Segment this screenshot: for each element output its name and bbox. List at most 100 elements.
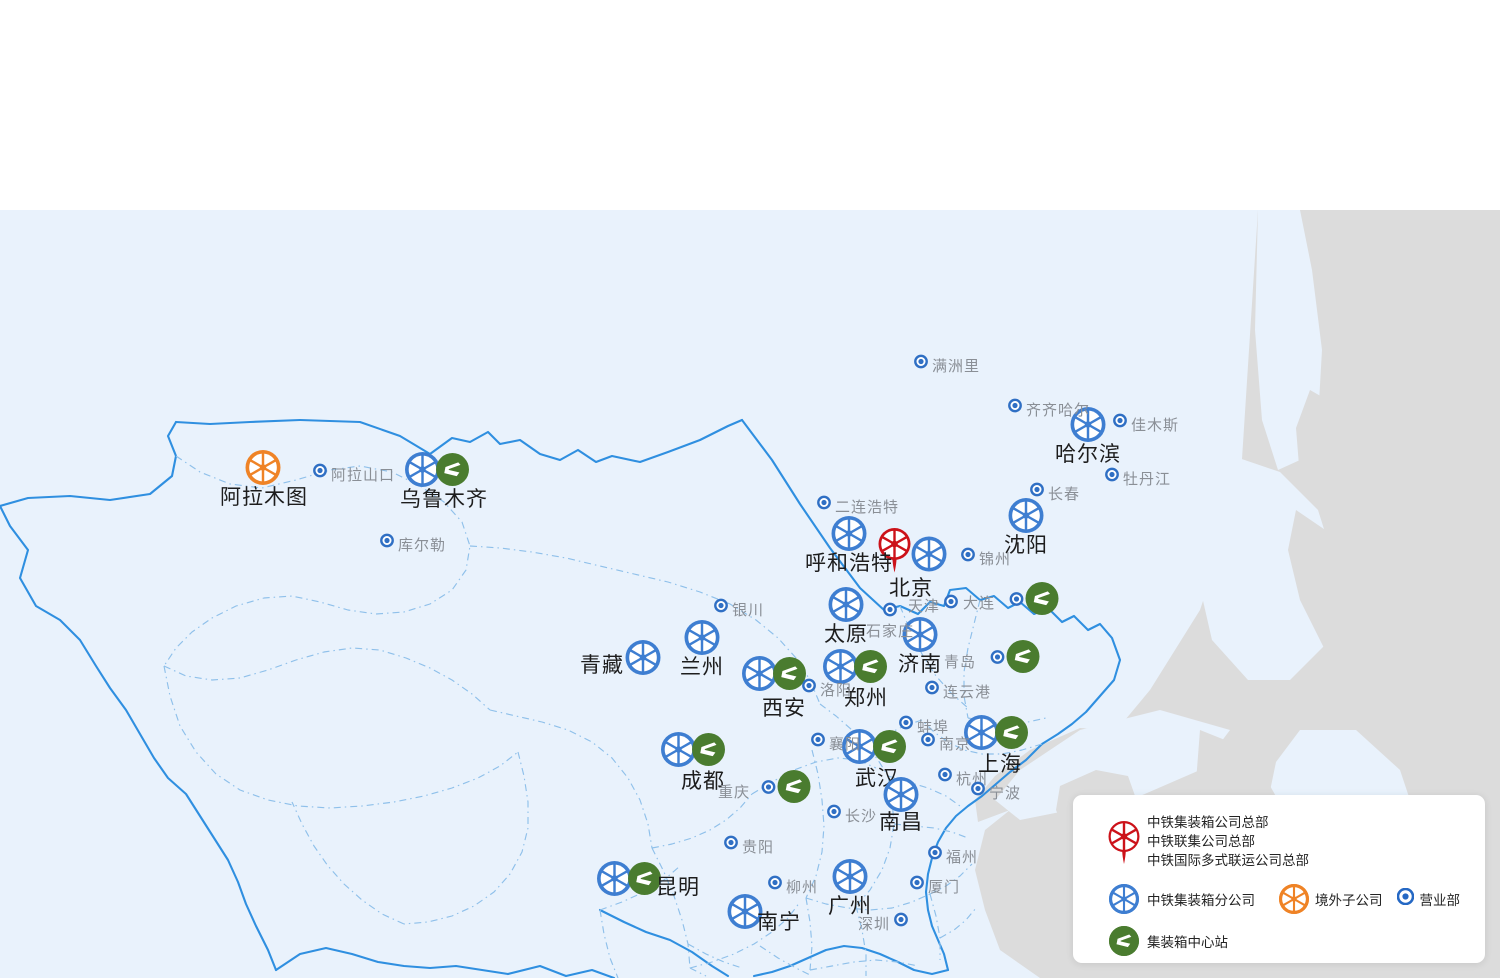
map-marker-济南[interactable] — [902, 617, 938, 657]
branch-icon-青藏[interactable] — [625, 640, 661, 680]
sales-office-dot-洛阳[interactable] — [802, 678, 816, 698]
map-marker-兰州[interactable] — [684, 620, 720, 660]
map-marker-青藏[interactable] — [625, 640, 661, 680]
map-marker-南宁[interactable] — [727, 894, 763, 934]
branch-icon-乌鲁木齐[interactable] — [405, 452, 440, 492]
map-marker-南昌[interactable] — [883, 777, 919, 817]
branch-icon-上海[interactable] — [964, 715, 999, 755]
sales-office-dot-福州[interactable] — [928, 845, 942, 865]
china-coastline — [752, 742, 1044, 978]
branch-icon-北京[interactable] — [911, 536, 947, 576]
sales-office-dot-连云港[interactable] — [925, 680, 939, 700]
map-marker-阿拉木图[interactable] — [245, 450, 281, 490]
branch-icon-成都[interactable] — [661, 732, 696, 772]
container-center-icon-上海[interactable] — [995, 716, 1028, 754]
branch-icon-兰州[interactable] — [684, 620, 720, 660]
province-borders — [163, 455, 1047, 978]
legend-center-label: 集装箱中心站 — [1147, 935, 1228, 951]
legend-row-container-center: 集装箱中心站 — [1101, 926, 1467, 957]
map-marker-沈阳[interactable] — [1008, 498, 1044, 538]
sales-office-dot-齐齐哈尔[interactable] — [1008, 398, 1022, 418]
overseas-icon-阿拉木图[interactable] — [245, 450, 281, 490]
map-marker-郑州[interactable] — [823, 649, 887, 689]
blue-ring-dot-icon — [1396, 888, 1414, 910]
orange-container-circle-icon — [1279, 884, 1309, 915]
legend-office-label: 营业部 — [1419, 893, 1461, 909]
sales-office-dot-深圳[interactable] — [894, 912, 908, 932]
legend-branch-label: 中铁集装箱分公司 — [1147, 893, 1255, 909]
container-center-icon-成都[interactable] — [692, 733, 725, 771]
map-marker-太原[interactable] — [828, 587, 864, 627]
container-center-icon-乌鲁木齐[interactable] — [436, 453, 469, 491]
sales-office-dot-杭州[interactable] — [938, 767, 952, 787]
container-center-icon-青岛[interactable] — [1006, 640, 1040, 678]
map-marker-乌鲁木齐[interactable] — [405, 452, 469, 492]
branch-icon-南昌[interactable] — [883, 777, 919, 817]
legend-hq-texts: 中铁集装箱公司总部 中铁联集公司总部 中铁国际多式联运公司总部 — [1147, 813, 1309, 870]
map-marker-上海[interactable] — [964, 715, 1028, 755]
sales-office-dot-银川[interactable] — [714, 598, 728, 618]
office-dot-icon-大连[interactable] — [1009, 591, 1024, 611]
container-center-icon-昆明[interactable] — [628, 862, 661, 900]
container-center-icon-西安[interactable] — [773, 657, 806, 695]
container-center-icon-武汉[interactable] — [873, 730, 906, 768]
sales-office-dot-锦州[interactable] — [961, 547, 975, 567]
branch-icon-郑州[interactable] — [823, 649, 858, 689]
map-marker-武汉[interactable] — [842, 729, 906, 769]
sales-office-dot-二连浩特[interactable] — [817, 495, 831, 515]
sales-office-dot-天津[interactable] — [944, 594, 958, 614]
legend-hq-icon-box — [1101, 819, 1147, 865]
container-center-icon-重庆[interactable] — [777, 770, 811, 808]
map-marker-成都[interactable] — [661, 732, 725, 772]
branch-icon-济南[interactable] — [902, 617, 938, 657]
map-marker-哈尔滨[interactable] — [1070, 407, 1106, 447]
branch-icon-广州[interactable] — [832, 859, 868, 899]
legend-hq-line-3: 中铁国际多式联运公司总部 — [1147, 853, 1309, 869]
branch-icon-昆明[interactable] — [597, 861, 632, 901]
sales-office-dot-宁波[interactable] — [971, 781, 985, 801]
sales-office-dot-库尔勒[interactable] — [380, 533, 394, 553]
map-marker-西安[interactable] — [742, 656, 806, 696]
legend-hq-line-1: 中铁集装箱公司总部 — [1147, 815, 1269, 830]
sales-office-dot-牡丹江[interactable] — [1105, 467, 1119, 487]
sales-office-dot-满洲里[interactable] — [914, 354, 928, 374]
office-dot-icon-重庆[interactable] — [761, 779, 776, 799]
legend-branch-segment: 中铁集装箱分公司 — [1101, 884, 1255, 915]
sales-office-dot-佳木斯[interactable] — [1113, 413, 1127, 433]
branch-icon-太原[interactable] — [828, 587, 864, 627]
sales-office-dot-贵阳[interactable] — [724, 835, 738, 855]
branch-icon-呼和浩特[interactable] — [831, 516, 867, 556]
sales-office-dot-厦门[interactable] — [910, 875, 924, 895]
legend-overseas-segment: 境外子公司 — [1279, 884, 1383, 915]
legend-branch-icon-box — [1101, 884, 1147, 915]
sales-office-dot-柳州[interactable] — [768, 875, 782, 895]
container-center-icon-郑州[interactable] — [854, 650, 887, 688]
map-marker-昆明[interactable] — [597, 861, 661, 901]
container-center-icon-大连[interactable] — [1025, 582, 1059, 620]
map-legend: 中铁集装箱公司总部 中铁联集公司总部 中铁国际多式联运公司总部 — [1073, 795, 1485, 963]
branch-icon-西安[interactable] — [742, 656, 777, 696]
office-dot-icon-青岛[interactable] — [990, 649, 1005, 669]
map-marker-重庆[interactable] — [761, 770, 811, 808]
sales-office-dot-蚌埠[interactable] — [899, 715, 913, 735]
sales-office-dot-阿拉山口[interactable] — [313, 463, 327, 483]
map-vector-layer: .sea{fill:#e9f2fc;} .foreign{fill:#dcdcd… — [0, 210, 1500, 978]
hq-pin-icon-北京[interactable] — [876, 527, 914, 578]
branch-icon-武汉[interactable] — [842, 729, 877, 769]
branch-icon-南宁[interactable] — [727, 894, 763, 934]
map-marker-北京[interactable] — [876, 527, 947, 586]
legend-row-headquarters: 中铁集装箱公司总部 中铁联集公司总部 中铁国际多式联运公司总部 — [1101, 813, 1467, 870]
map-marker-青岛[interactable] — [990, 640, 1040, 678]
sales-office-dot-襄阳[interactable] — [811, 732, 825, 752]
sales-office-dot-长春[interactable] — [1030, 482, 1044, 502]
branch-icon-沈阳[interactable] — [1008, 498, 1044, 538]
map-marker-广州[interactable] — [832, 859, 868, 899]
sales-office-dot-石家庄[interactable] — [883, 602, 897, 622]
sales-office-dot-南京[interactable] — [921, 732, 935, 752]
sales-office-dot-长沙[interactable] — [827, 804, 841, 824]
map-marker-大连[interactable] — [1009, 582, 1059, 620]
branch-icon-哈尔滨[interactable] — [1070, 407, 1106, 447]
map-marker-呼和浩特[interactable] — [831, 516, 867, 556]
green-container-circle-icon — [1109, 926, 1139, 957]
